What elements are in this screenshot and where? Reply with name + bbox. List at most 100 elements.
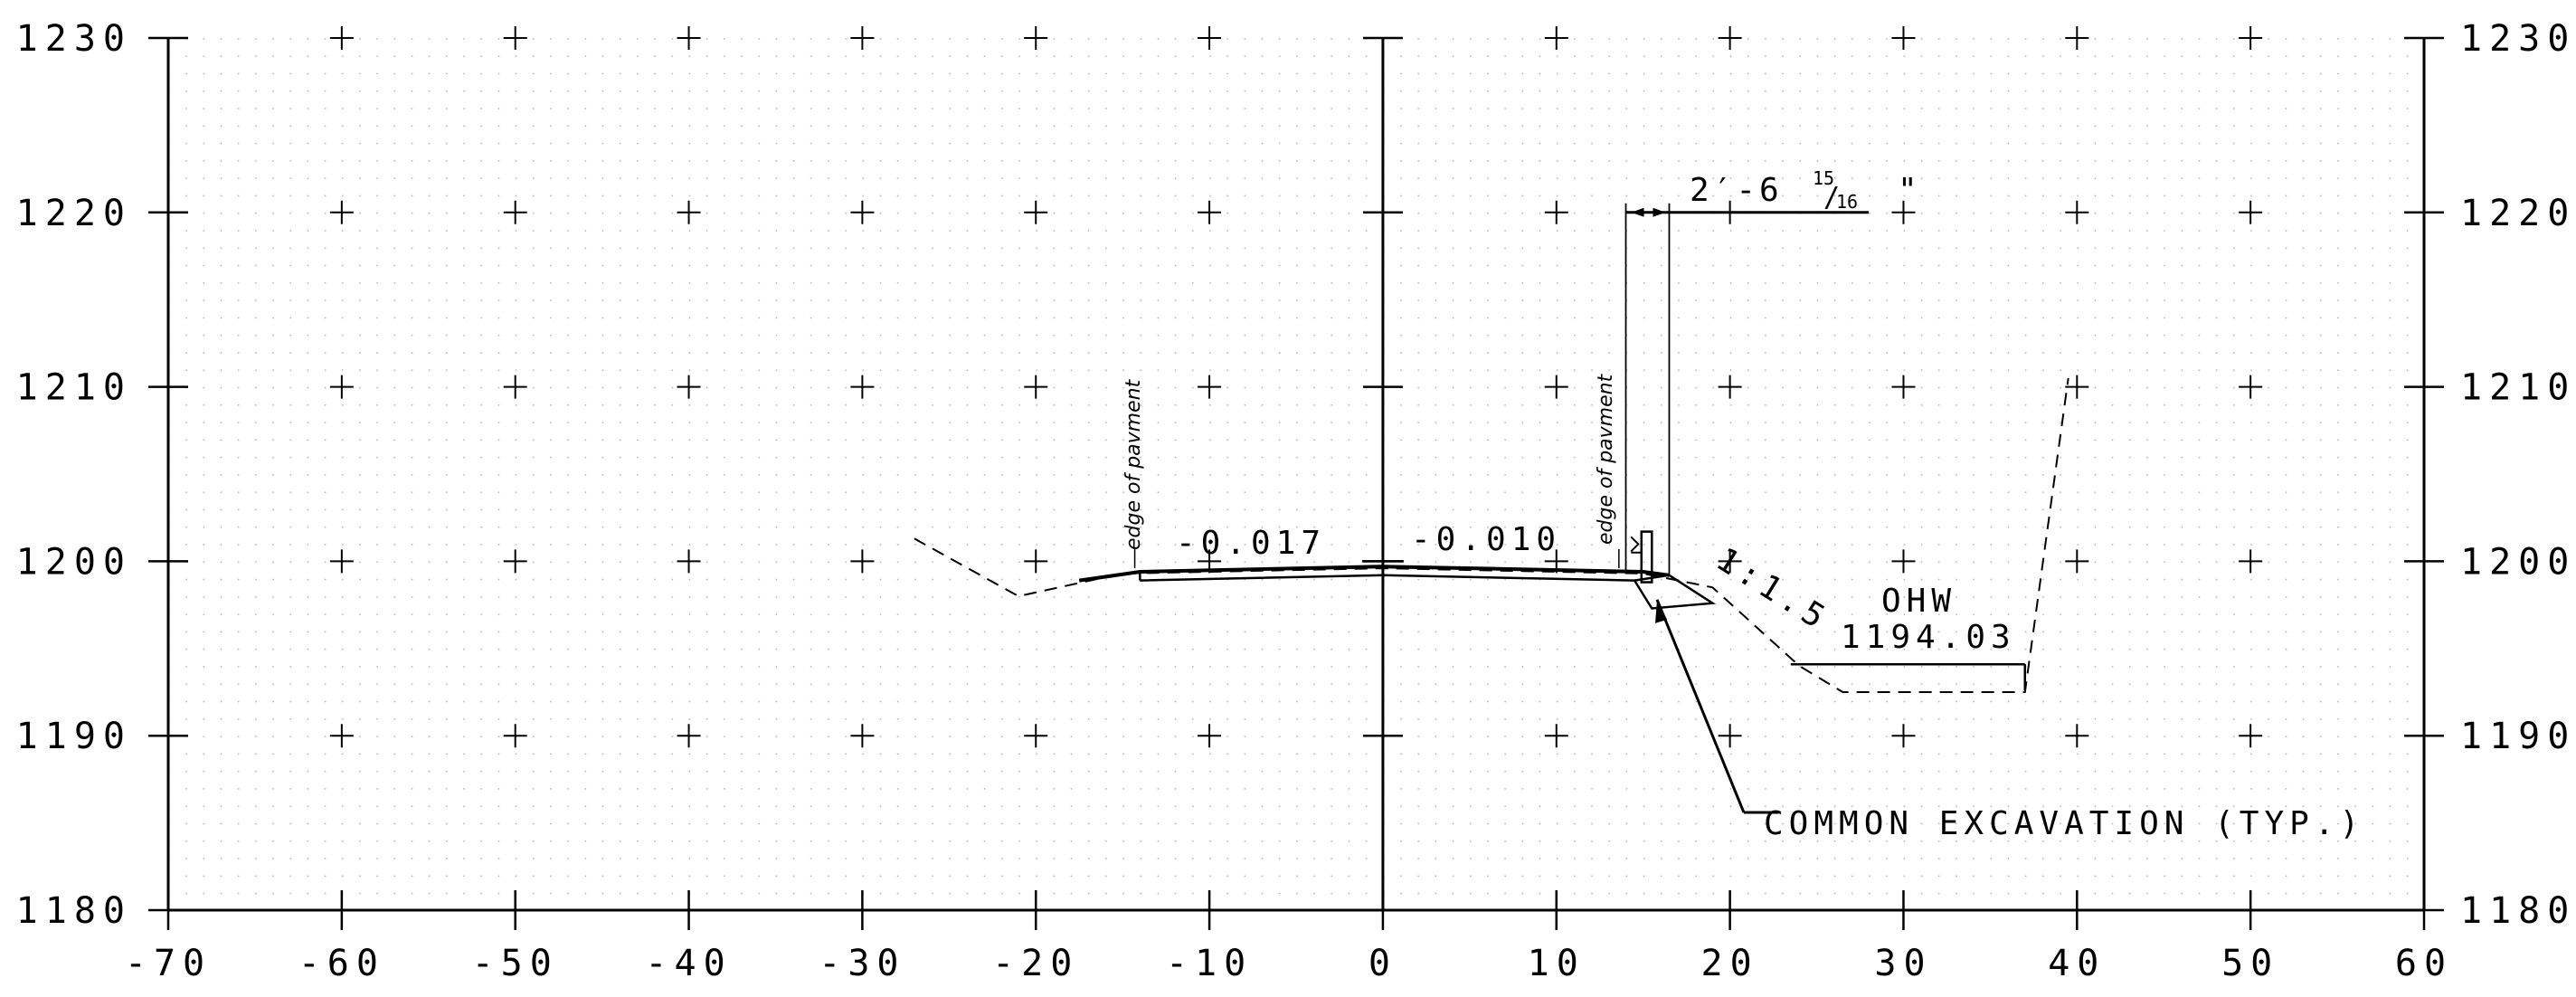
grid-cross: [2239, 26, 2263, 50]
grid-cross: [1024, 549, 1048, 574]
grid-cross: [1891, 200, 1916, 224]
grid-cross: [503, 549, 527, 574]
grid-cross: [329, 549, 354, 574]
grid-cross: [677, 200, 701, 224]
grid-cross: [329, 200, 354, 224]
y-tick-label-left: 1230: [16, 18, 132, 60]
grid-cross: [1544, 724, 1568, 748]
x-tick-label: -30: [819, 943, 905, 984]
x-tick-label: 10: [1528, 943, 1586, 984]
y-tick-label-right: 1230: [2460, 18, 2576, 60]
grid-cross: [503, 724, 527, 748]
dot-grid: [168, 38, 2424, 910]
grid-cross: [1718, 375, 1742, 399]
grid-cross: [1891, 26, 1916, 50]
dimension-fraction-slash: /: [1823, 182, 1840, 214]
grid-cross: [1024, 724, 1048, 748]
curb-hatch: [1630, 536, 1643, 554]
grid-cross: [677, 375, 701, 399]
y-tick-label-left: 1180: [16, 890, 132, 932]
dimension-arrows: [1631, 207, 1666, 217]
grid-cross: [2239, 375, 2263, 399]
grid-cross: [1544, 26, 1568, 50]
edge-of-pavement-right: edge of pavment: [1595, 373, 1617, 545]
edge-of-pavement-left: edge of pavment: [1122, 378, 1145, 550]
x-tick-label: -50: [472, 943, 559, 984]
grid-cross: [2239, 724, 2263, 748]
grid-cross: [1891, 724, 1916, 748]
dimension-fraction-numerator: 15: [1813, 167, 1834, 189]
grid-cross: [850, 724, 875, 748]
y-tick-label-left: 1200: [16, 541, 132, 583]
grid-cross: [677, 724, 701, 748]
dimension-label: 2′-6: [1690, 172, 1783, 209]
x-tick-label: 50: [2221, 943, 2279, 984]
y-tick-label-right: 1180: [2460, 890, 2576, 932]
grid-cross: [1198, 375, 1222, 399]
grid-cross: [2065, 200, 2089, 224]
grid-cross: [1544, 200, 1568, 224]
grid-cross: [2239, 200, 2263, 224]
grid-cross: [850, 200, 875, 224]
x-tick-label: -40: [645, 943, 732, 984]
grid-cross: [2065, 549, 2089, 574]
grid-cross: [329, 375, 354, 399]
dimension-inch-mark: ": [1898, 172, 1918, 209]
grid-cross: [677, 26, 701, 50]
x-tick-label: 40: [2048, 943, 2106, 984]
grid-cross: [850, 549, 875, 574]
y-tick-label-right: 1220: [2460, 193, 2576, 234]
grid-cross: [1198, 200, 1222, 224]
dimension-fraction-denominator: 16: [1836, 191, 1858, 213]
grid-cross: [1024, 375, 1048, 399]
common-excavation-label: COMMON EXCAVATION (TYP.): [1764, 805, 2364, 842]
proposed-bottom-line: [1140, 574, 1635, 582]
grid-cross: [850, 26, 875, 50]
excavation-arrowhead: [1655, 599, 1668, 623]
grid-cross: [503, 375, 527, 399]
y-tick-label-right: 1210: [2460, 367, 2576, 409]
y-tick-label-right: 1200: [2460, 541, 2576, 583]
dot-grid-area: [168, 38, 2424, 910]
curb-marker: [1640, 530, 1653, 584]
profile-lines: [914, 377, 2069, 693]
grid-cross: [1024, 26, 1048, 50]
x-tick-label: -10: [1166, 943, 1253, 984]
x-tick-label: 0: [1368, 943, 1397, 984]
excavation-leader: [1655, 599, 1779, 814]
left-slope-label: -0.017: [1176, 525, 1326, 562]
grid-cross: [1718, 724, 1742, 748]
grid-cross: [2239, 549, 2263, 574]
grid-cross: [1891, 375, 1916, 399]
grid-cross: [2065, 375, 2089, 399]
grid-cross: [1718, 549, 1742, 574]
grid-cross: [329, 724, 354, 748]
x-tick-label: 30: [1874, 943, 1932, 984]
grid-cross: [1891, 549, 1916, 574]
x-tick-label: 20: [1701, 943, 1759, 984]
grid-cross: [2065, 724, 2089, 748]
fill-slope-outline: [1633, 574, 1717, 610]
ohw-label: OHW: [1881, 583, 1956, 620]
x-tick-label: 60: [2395, 943, 2453, 984]
grid-cross: [1544, 375, 1568, 399]
grid-cross: [1198, 26, 1222, 50]
y-tick-label-right: 1190: [2460, 716, 2576, 757]
ohw-elevation-label: 1194.03: [1841, 619, 2016, 656]
grid-cross: [677, 549, 701, 574]
right-slope-label: -0.010: [1411, 521, 1561, 558]
grid-cross: [2065, 26, 2089, 50]
grid-cross: [1198, 724, 1222, 748]
grid-cross: [1024, 200, 1048, 224]
grid-cross: [503, 200, 527, 224]
x-tick-label: -60: [298, 943, 385, 984]
grid-cross: [1718, 26, 1742, 50]
grid-cross: [503, 26, 527, 50]
grid-cross: [329, 26, 354, 50]
y-tick-label-left: 1210: [16, 367, 132, 409]
x-tick-label: -70: [125, 943, 212, 984]
y-tick-label-left: 1190: [16, 716, 132, 757]
x-tick-label: -20: [992, 943, 1079, 984]
